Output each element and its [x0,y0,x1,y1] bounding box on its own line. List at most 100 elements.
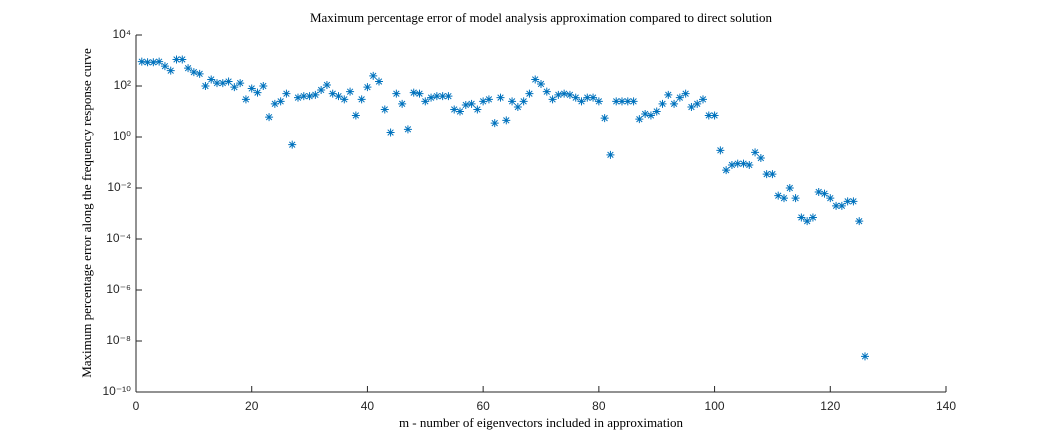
chart-title: Maximum percentage error of model analys… [310,10,773,25]
data-point [855,217,864,226]
data-point [502,116,511,125]
data-point [681,89,690,98]
x-tick-label: 0 [133,399,140,413]
data-point [537,79,545,88]
data-point [160,62,169,71]
y-tick-label: 10⁻⁴ [106,231,131,245]
data-point [415,89,424,98]
data-point [444,92,453,101]
data-point [461,100,470,109]
y-tick-label: 10⁻¹⁰ [103,384,132,398]
data-point [496,93,505,102]
data-point [305,92,314,101]
data-point [774,191,783,200]
data-point [392,89,401,98]
y-tick-label: 10² [114,78,131,92]
data-point [421,97,430,106]
data-point [606,150,615,159]
data-point [826,194,835,203]
data-point [641,109,650,118]
y-tick-label: 10⁴ [112,27,131,41]
data-point [612,97,621,106]
data-point [531,75,540,84]
data-point [508,97,517,106]
data-point [803,217,812,226]
data-point [398,99,407,108]
data-point [479,97,488,106]
data-point [270,99,279,108]
data-point [282,89,291,98]
data-point [560,89,569,98]
data-point [294,93,302,102]
data-point [375,77,383,86]
data-point [265,113,274,122]
y-tick-label: 10⁻⁸ [106,333,131,347]
data-point [849,197,858,206]
data-point [861,352,869,361]
data-point [490,119,499,128]
data-point [317,85,326,94]
data-point [739,159,748,168]
data-point [149,58,158,67]
data-point [276,97,285,106]
data-point [629,97,638,106]
data-point [189,68,198,77]
data-point [155,57,164,66]
data-point [403,125,412,134]
x-tick-label: 40 [361,399,375,413]
data-point [785,184,794,192]
data-point [432,92,441,101]
data-point [484,95,493,104]
data-point [236,79,245,88]
data-point [328,89,337,98]
data-point [143,58,152,67]
y-tick-label: 10⁻² [107,180,131,194]
data-point [363,83,372,92]
data-point [311,90,320,99]
data-point [756,154,765,163]
data-point [699,95,707,104]
data-point [253,88,262,97]
data-point [427,93,436,102]
data-point [137,57,146,66]
data-point [351,111,360,120]
data-point [218,79,227,88]
data-point [675,93,684,102]
data-point [519,97,528,106]
data-point [247,84,256,93]
data-point [658,99,667,108]
data-point [843,197,852,206]
x-tick-label: 20 [245,399,259,413]
data-point [288,140,297,149]
data-point [727,160,736,169]
data-point [820,189,829,198]
data-point [600,114,609,123]
data-point [213,79,221,88]
data-point [201,82,210,90]
data-point [594,97,603,106]
data-point [230,83,239,92]
y-tick-label: 10⁻⁶ [106,282,131,296]
data-point [733,159,742,168]
data-point [704,111,713,120]
data-point [386,128,395,137]
data-point [832,201,841,210]
data-point [664,90,673,99]
data-point [542,87,551,96]
data-point [456,107,464,116]
data-point [780,194,788,203]
data-point [322,80,331,89]
data-point [195,69,204,78]
data-point [369,71,378,80]
data-point [762,170,771,179]
data-point [438,92,447,101]
data-point [722,166,731,175]
data-point [635,115,644,124]
data-point [745,160,754,169]
data-point [467,99,476,108]
data-point [577,97,586,106]
data-point [814,187,823,196]
data-point [797,213,806,222]
data-point [525,89,534,98]
